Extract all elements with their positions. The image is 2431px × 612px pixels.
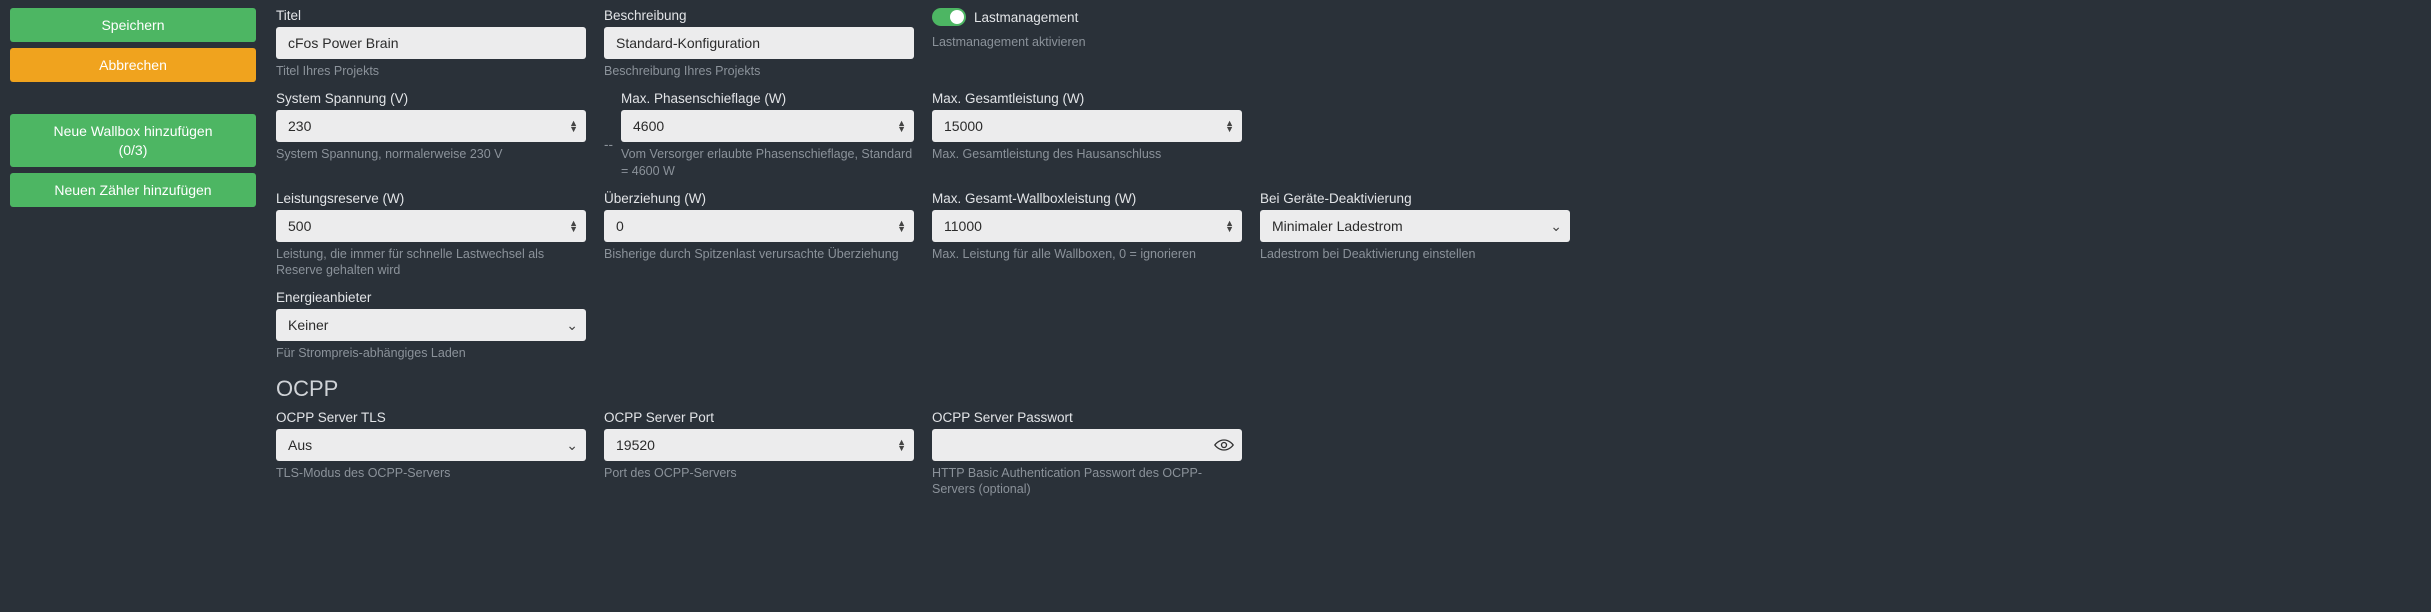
save-button[interactable]: Speichern [10, 8, 256, 42]
help-over: Bisherige durch Spitzenlast verursachte … [604, 246, 914, 262]
maxwb-input[interactable] [932, 210, 1242, 242]
phase-input[interactable] [621, 110, 914, 142]
label-loadmgmt: Lastmanagement [974, 10, 1078, 25]
help-ocpp-pass: HTTP Basic Authentication Passwort des O… [932, 465, 1242, 498]
over-input[interactable] [604, 210, 914, 242]
field-desc: Beschreibung Beschreibung Ihres Projekts [604, 8, 914, 79]
field-ocpp-tls: OCPP Server TLS Aus ⌄ TLS-Modus des OCPP… [276, 410, 586, 481]
help-desc: Beschreibung Ihres Projekts [604, 63, 914, 79]
reserve-input[interactable] [276, 210, 586, 242]
ocpp-pass-input[interactable] [932, 429, 1242, 461]
help-voltage: System Spannung, normalerweise 230 V [276, 146, 586, 162]
maxtotal-input[interactable] [932, 110, 1242, 142]
label-deact: Bei Geräte-Deaktivierung [1260, 191, 1570, 206]
field-phase: Max. Phasenschieflage (W) ▲▼ Vom Versorg… [621, 91, 914, 179]
desc-input[interactable] [604, 27, 914, 59]
label-ocpp-port: OCPP Server Port [604, 410, 914, 425]
ocpp-port-input[interactable] [604, 429, 914, 461]
label-energy: Energieanbieter [276, 290, 586, 305]
title-input[interactable] [276, 27, 586, 59]
voltage-input[interactable] [276, 110, 586, 142]
cancel-button[interactable]: Abbrechen [10, 48, 256, 82]
label-maxwb: Max. Gesamt-Wallboxleistung (W) [932, 191, 1242, 206]
help-deact: Ladestrom bei Deaktivierung einstellen [1260, 246, 1570, 262]
help-energy: Für Strompreis-abhängiges Laden [276, 345, 586, 361]
help-ocpp-tls: TLS-Modus des OCPP-Servers [276, 465, 586, 481]
field-over: Überziehung (W) ▲▼ Bisherige durch Spitz… [604, 191, 914, 262]
energy-select[interactable]: Keiner [276, 309, 586, 341]
help-phase: Vom Versorger erlaubte Phasenschieflage,… [621, 146, 914, 179]
field-ocpp-pass: OCPP Server Passwort HTTP Basic Authenti… [932, 410, 1242, 498]
help-title: Titel Ihres Projekts [276, 63, 586, 79]
eye-icon[interactable] [1214, 438, 1234, 452]
field-loadmgmt: Lastmanagement Lastmanagement aktivieren [932, 8, 1242, 50]
help-ocpp-port: Port des OCPP-Servers [604, 465, 914, 481]
ocpp-tls-select[interactable]: Aus [276, 429, 586, 461]
label-ocpp-pass: OCPP Server Passwort [932, 410, 1242, 425]
field-reserve: Leistungsreserve (W) ▲▼ Leistung, die im… [276, 191, 586, 279]
field-maxtotal: Max. Gesamtleistung (W) ▲▼ Max. Gesamtle… [932, 91, 1242, 162]
help-reserve: Leistung, die immer für schnelle Lastwec… [276, 246, 586, 279]
label-title: Titel [276, 8, 586, 23]
ocpp-heading: OCPP [276, 376, 2421, 402]
field-ocpp-port: OCPP Server Port ▲▼ Port des OCPP-Server… [604, 410, 914, 481]
label-over: Überziehung (W) [604, 191, 914, 206]
label-maxtotal: Max. Gesamtleistung (W) [932, 91, 1242, 106]
label-phase: Max. Phasenschieflage (W) [621, 91, 914, 106]
help-loadmgmt: Lastmanagement aktivieren [932, 34, 1242, 50]
field-deact: Bei Geräte-Deaktivierung Minimaler Lades… [1260, 191, 1570, 262]
field-energy: Energieanbieter Keiner ⌄ Für Strompreis-… [276, 290, 586, 361]
dashes-label: -- [604, 137, 613, 152]
help-maxtotal: Max. Gesamtleistung des Hausanschluss [932, 146, 1242, 162]
label-desc: Beschreibung [604, 8, 914, 23]
add-wallbox-button[interactable]: Neue Wallbox hinzufügen (0/3) [10, 114, 256, 166]
help-maxwb: Max. Leistung für alle Wallboxen, 0 = ig… [932, 246, 1242, 262]
field-title: Titel Titel Ihres Projekts [276, 8, 586, 79]
label-ocpp-tls: OCPP Server TLS [276, 410, 586, 425]
label-reserve: Leistungsreserve (W) [276, 191, 586, 206]
loadmgmt-toggle[interactable] [932, 8, 966, 26]
label-voltage: System Spannung (V) [276, 91, 586, 106]
add-meter-button[interactable]: Neuen Zähler hinzufügen [10, 173, 256, 207]
deact-select[interactable]: Minimaler Ladestrom [1260, 210, 1570, 242]
field-voltage: System Spannung (V) ▲▼ System Spannung, … [276, 91, 586, 162]
field-maxwb: Max. Gesamt-Wallboxleistung (W) ▲▼ Max. … [932, 191, 1242, 262]
